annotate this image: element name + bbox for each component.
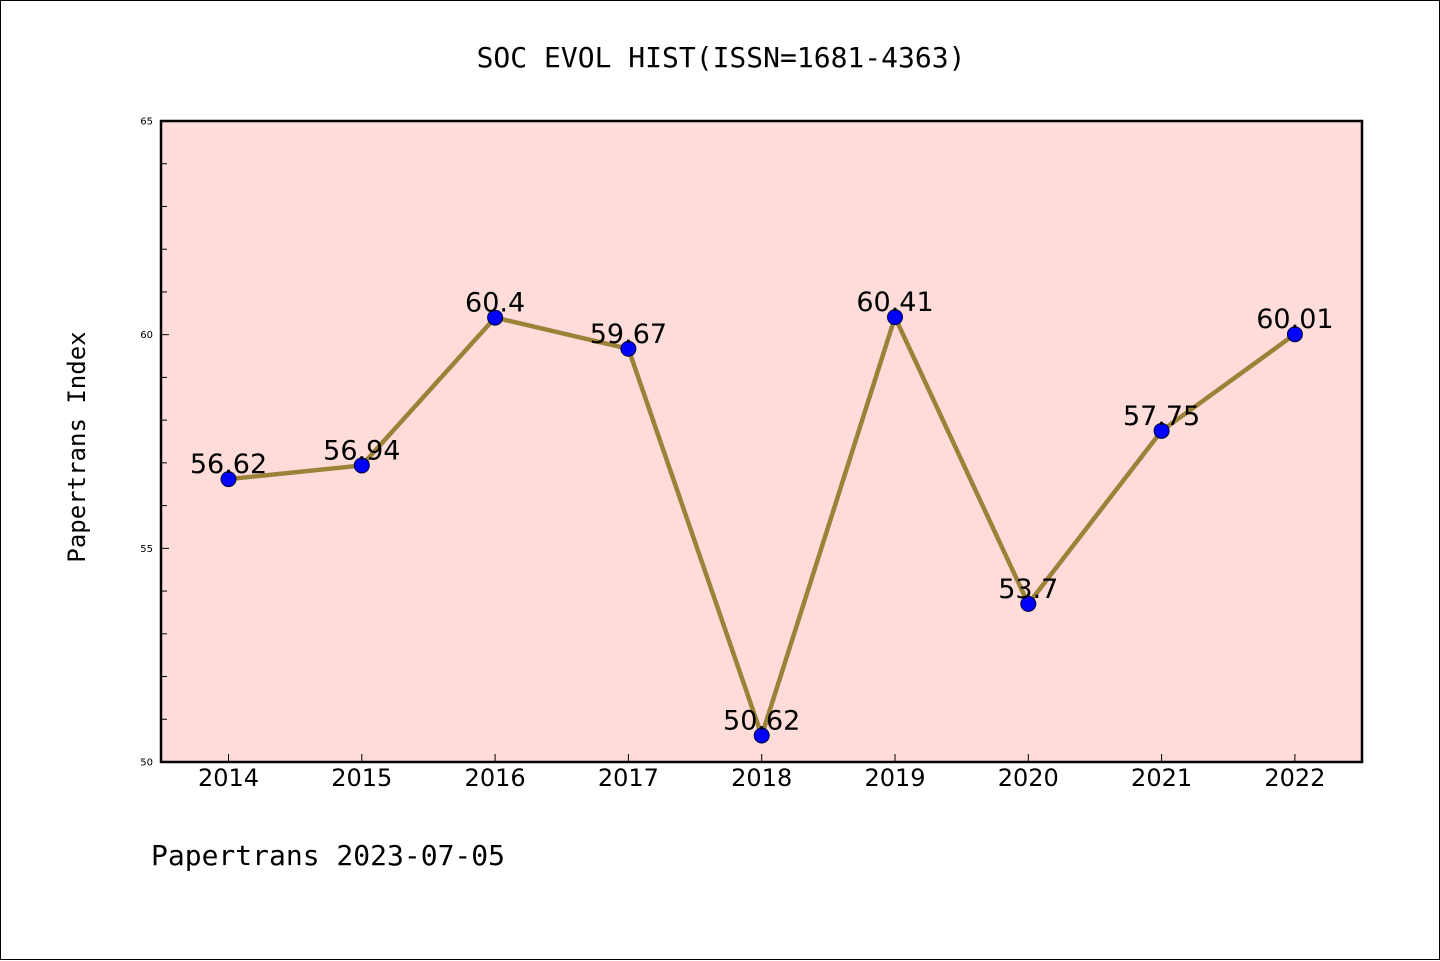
x-tick-label: 2017	[598, 764, 659, 792]
data-label: 59.67	[590, 319, 667, 350]
data-point	[353, 457, 370, 474]
data-label: 60.4	[465, 288, 525, 319]
plot-area	[161, 121, 1362, 762]
y-tick-label: 55	[140, 544, 153, 555]
data-label: 60.01	[1256, 304, 1333, 335]
x-tick-label: 2022	[1264, 764, 1325, 792]
x-tick-label: 2021	[1131, 764, 1192, 792]
y-tick-label: 50	[140, 758, 153, 769]
data-label: 56.62	[190, 449, 267, 480]
data-point	[620, 340, 637, 357]
data-label: 60.41	[856, 287, 933, 318]
x-tick-label: 2020	[998, 764, 1059, 792]
data-point	[753, 727, 770, 744]
plot-frame	[159, 119, 1364, 764]
x-tick-label: 2014	[198, 764, 259, 792]
x-tick-label: 2016	[465, 764, 526, 792]
y-tick-label: 60	[140, 330, 153, 341]
data-point	[220, 471, 237, 488]
data-label: 50.62	[723, 706, 800, 737]
x-tick-label: 2015	[331, 764, 392, 792]
data-point	[487, 309, 504, 326]
x-tick-label: 2019	[864, 764, 925, 792]
data-series	[220, 309, 1303, 744]
footer-note: Papertrans 2023-07-05	[151, 839, 505, 872]
x-axis: 2014 2015 2016 2017 2018 2019 2020 2021 2022	[198, 754, 1325, 792]
data-label: 53.7	[998, 574, 1058, 605]
x-tick-label: 2018	[731, 764, 792, 792]
data-point	[1153, 422, 1170, 439]
y-tick-label: 65	[140, 117, 153, 128]
data-point	[1286, 326, 1303, 343]
data-label: 56.94	[323, 435, 400, 466]
data-labels: 56.62 56.94 60.4 59.67 50.62 60.41 53.7 57.75 60…	[190, 287, 1334, 736]
y-axis-label: Papertrans Index	[63, 331, 91, 562]
data-point	[887, 309, 903, 326]
data-label: 57.75	[1123, 401, 1200, 432]
data-point	[1020, 595, 1037, 612]
chart-title: SOC EVOL HIST(ISSN=1681-4363)	[477, 41, 966, 74]
